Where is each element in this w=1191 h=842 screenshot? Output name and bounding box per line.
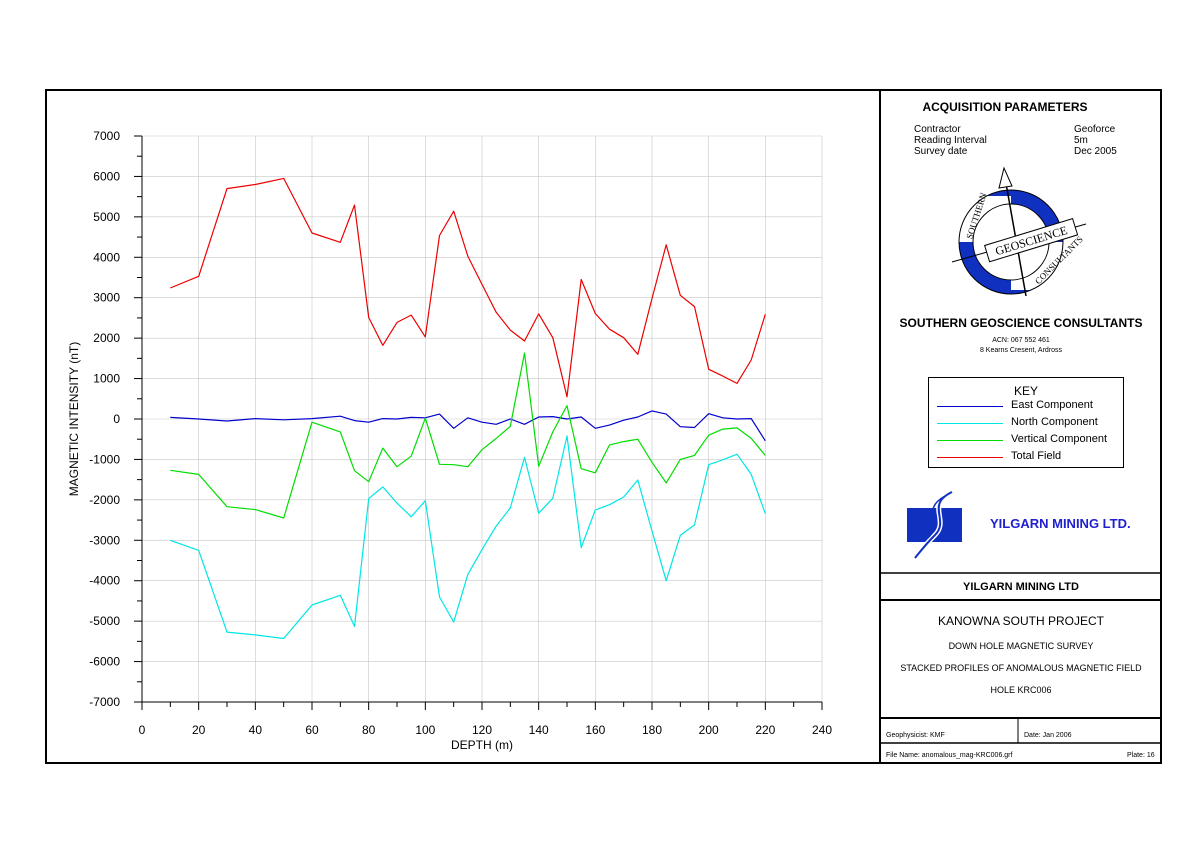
y-tick-label: -3000 (89, 533, 120, 547)
x-tick-label: 80 (362, 723, 376, 737)
y-tick-label: 7000 (93, 129, 120, 143)
x-tick-label: 40 (249, 723, 263, 737)
legend-label-east: East Component (1011, 399, 1093, 411)
legend-label-vertical: Vertical Component (1011, 433, 1107, 445)
client-name: YILGARN MINING LTD (963, 581, 1079, 593)
geophysicist: Geophysicist: KMF (886, 732, 945, 739)
series-line-north-component (170, 435, 766, 640)
acquisition-title: ACQUISITION PARAMETERS (922, 100, 1088, 114)
x-tick-label: 160 (585, 723, 605, 737)
param-label-contractor: Contractor (914, 124, 961, 135)
yilgarn-logo-text: YILGARN MINING LTD. (990, 516, 1131, 531)
y-tick-label: -5000 (89, 614, 120, 628)
legend-title: KEY (1013, 384, 1038, 398)
plot-frame (45, 89, 1162, 764)
y-tick-label: -4000 (89, 574, 120, 588)
y-tick-label: 1000 (93, 372, 120, 386)
legend-swatch-total (937, 457, 1003, 458)
param-value-interval: 5m (1074, 135, 1088, 146)
plate-number: Plate: 16 (1127, 752, 1155, 759)
x-tick-label: 220 (755, 723, 775, 737)
param-value-date: Dec 2005 (1074, 146, 1117, 157)
legend-item-north: North Component (935, 416, 1121, 433)
legend-item-vertical: Vertical Component (935, 433, 1121, 450)
param-label-date: Survey date (914, 146, 968, 157)
series-line-total-field (170, 177, 766, 398)
legend-swatch-vertical (937, 440, 1003, 441)
x-tick-label: 100 (415, 723, 435, 737)
project-name: KANOWNA SOUTH PROJECT (937, 614, 1104, 628)
y-tick-label: -6000 (89, 655, 120, 669)
x-tick-label: 60 (305, 723, 319, 737)
company-acn: ACN: 067 552 461 (992, 337, 1050, 344)
y-tick-label: -1000 (89, 452, 120, 466)
x-tick-label: 120 (472, 723, 492, 737)
param-label-interval: Reading Interval (914, 135, 987, 146)
legend-item-total: Total Field (935, 450, 1121, 467)
y-tick-label: -7000 (89, 695, 120, 709)
file-name: File Name: anomalous_mag-KRC006.grf (886, 752, 1013, 759)
company-name: SOUTHERN GEOSCIENCE CONSULTANTS (899, 316, 1143, 330)
y-tick-label: 5000 (93, 210, 120, 224)
legend-item-east: East Component (935, 399, 1121, 416)
x-axis-title: DEPTH (m) (451, 738, 513, 752)
x-tick-label: 20 (192, 723, 206, 737)
y-tick-label: 0 (113, 412, 120, 426)
legend-label-north: North Component (1011, 416, 1098, 428)
x-tick-label: 0 (139, 723, 146, 737)
legend-label-total: Total Field (1011, 450, 1062, 462)
legend-swatch-east (937, 406, 1003, 407)
survey-name: DOWN HOLE MAGNETIC SURVEY (948, 641, 1094, 651)
x-tick-label: 180 (642, 723, 662, 737)
y-tick-label: 6000 (93, 169, 120, 183)
yilgarn-logo (907, 489, 962, 560)
legend-box: KEY East Component North Component Verti… (928, 377, 1124, 468)
sgc-logo: GEOSCIENCE SOUTHERN CONSULTANTS (950, 166, 1087, 297)
x-tick-label: 200 (699, 723, 719, 737)
plot-description: STACKED PROFILES OF ANOMALOUS MAGNETIC F… (900, 663, 1142, 673)
hole-id: HOLE KRC006 (990, 685, 1052, 695)
x-tick-label: 240 (812, 723, 832, 737)
param-value-contractor: Geoforce (1074, 124, 1116, 135)
plot-date: Date: Jan 2006 (1024, 732, 1072, 739)
company-address: 8 Kearns Cresent, Ardross (979, 347, 1063, 354)
legend-swatch-north (937, 423, 1003, 424)
y-axis-title: MAGNETIC INTENSITY (nT) (67, 342, 81, 496)
y-tick-label: 2000 (93, 331, 120, 345)
y-tick-label: 4000 (93, 250, 120, 264)
y-tick-label: -2000 (89, 493, 120, 507)
x-tick-label: 140 (529, 723, 549, 737)
series-line-vertical-component (170, 352, 766, 519)
y-tick-label: 3000 (93, 291, 120, 305)
series-line-east-component (170, 410, 766, 442)
